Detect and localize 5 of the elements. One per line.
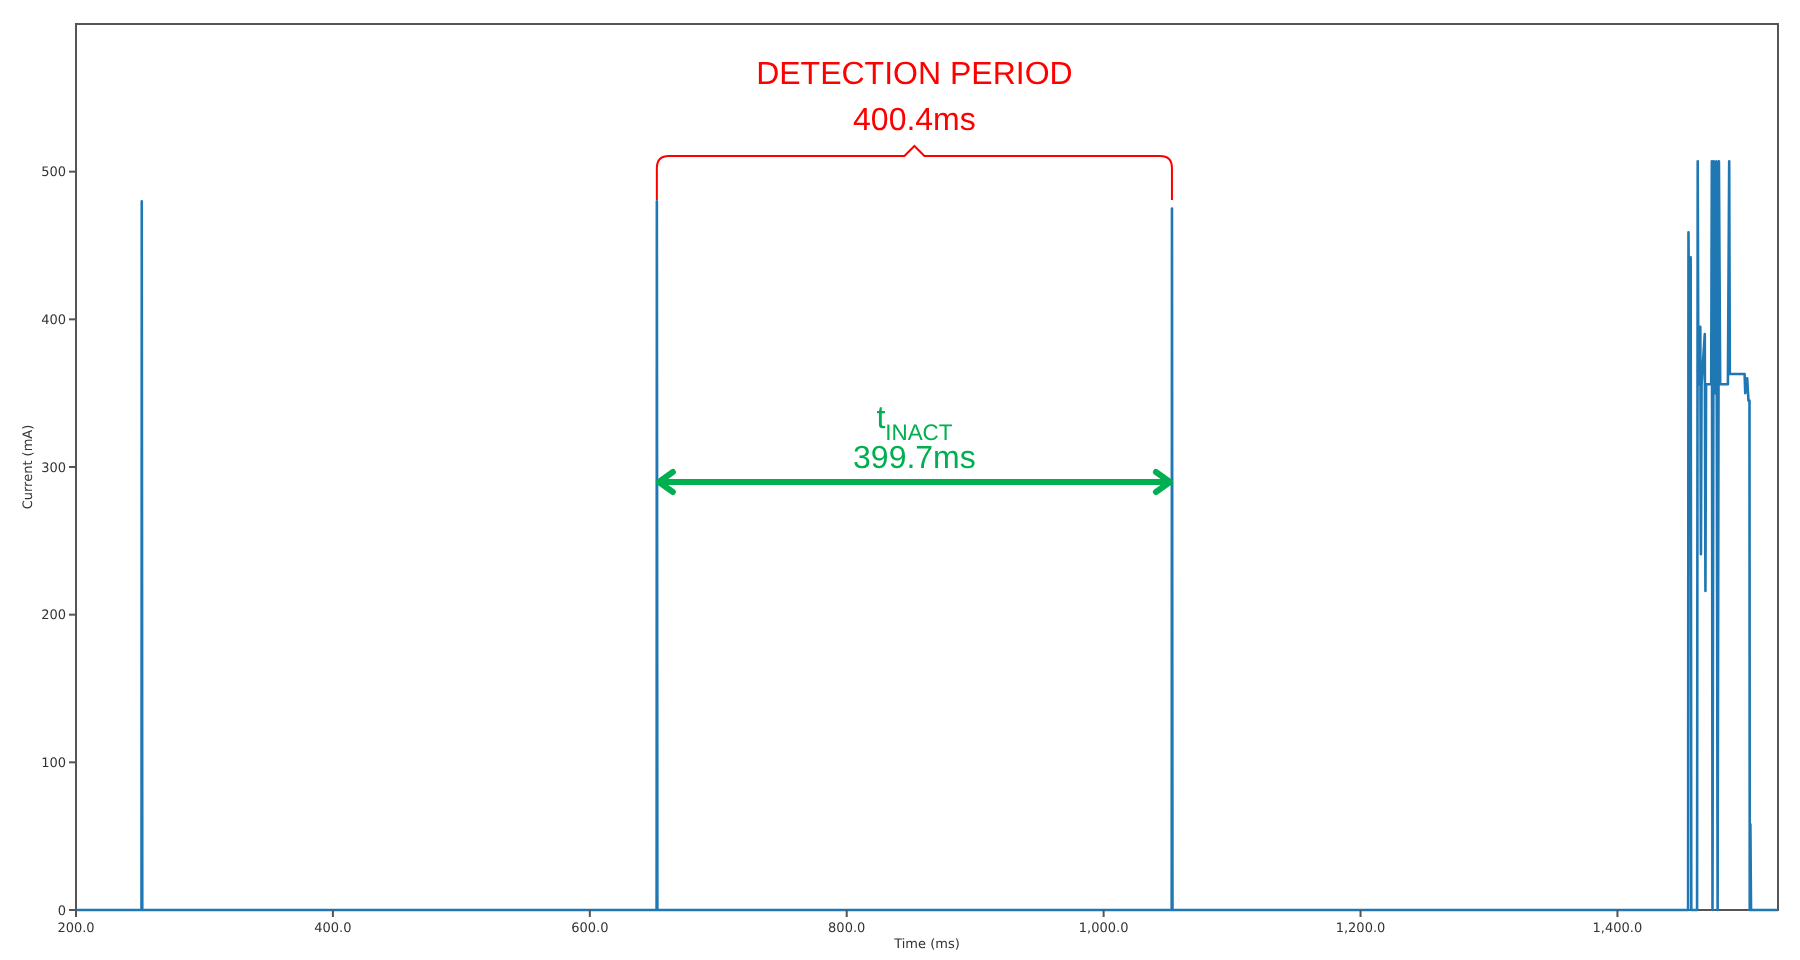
annotation: 399.7ms [853,442,976,476]
annotation: DETECTION PERIOD [756,58,1073,92]
annotation: 400.4ms [853,104,976,138]
annotation: t$_{INACT}$ [876,402,953,446]
line-series [76,160,1780,912]
